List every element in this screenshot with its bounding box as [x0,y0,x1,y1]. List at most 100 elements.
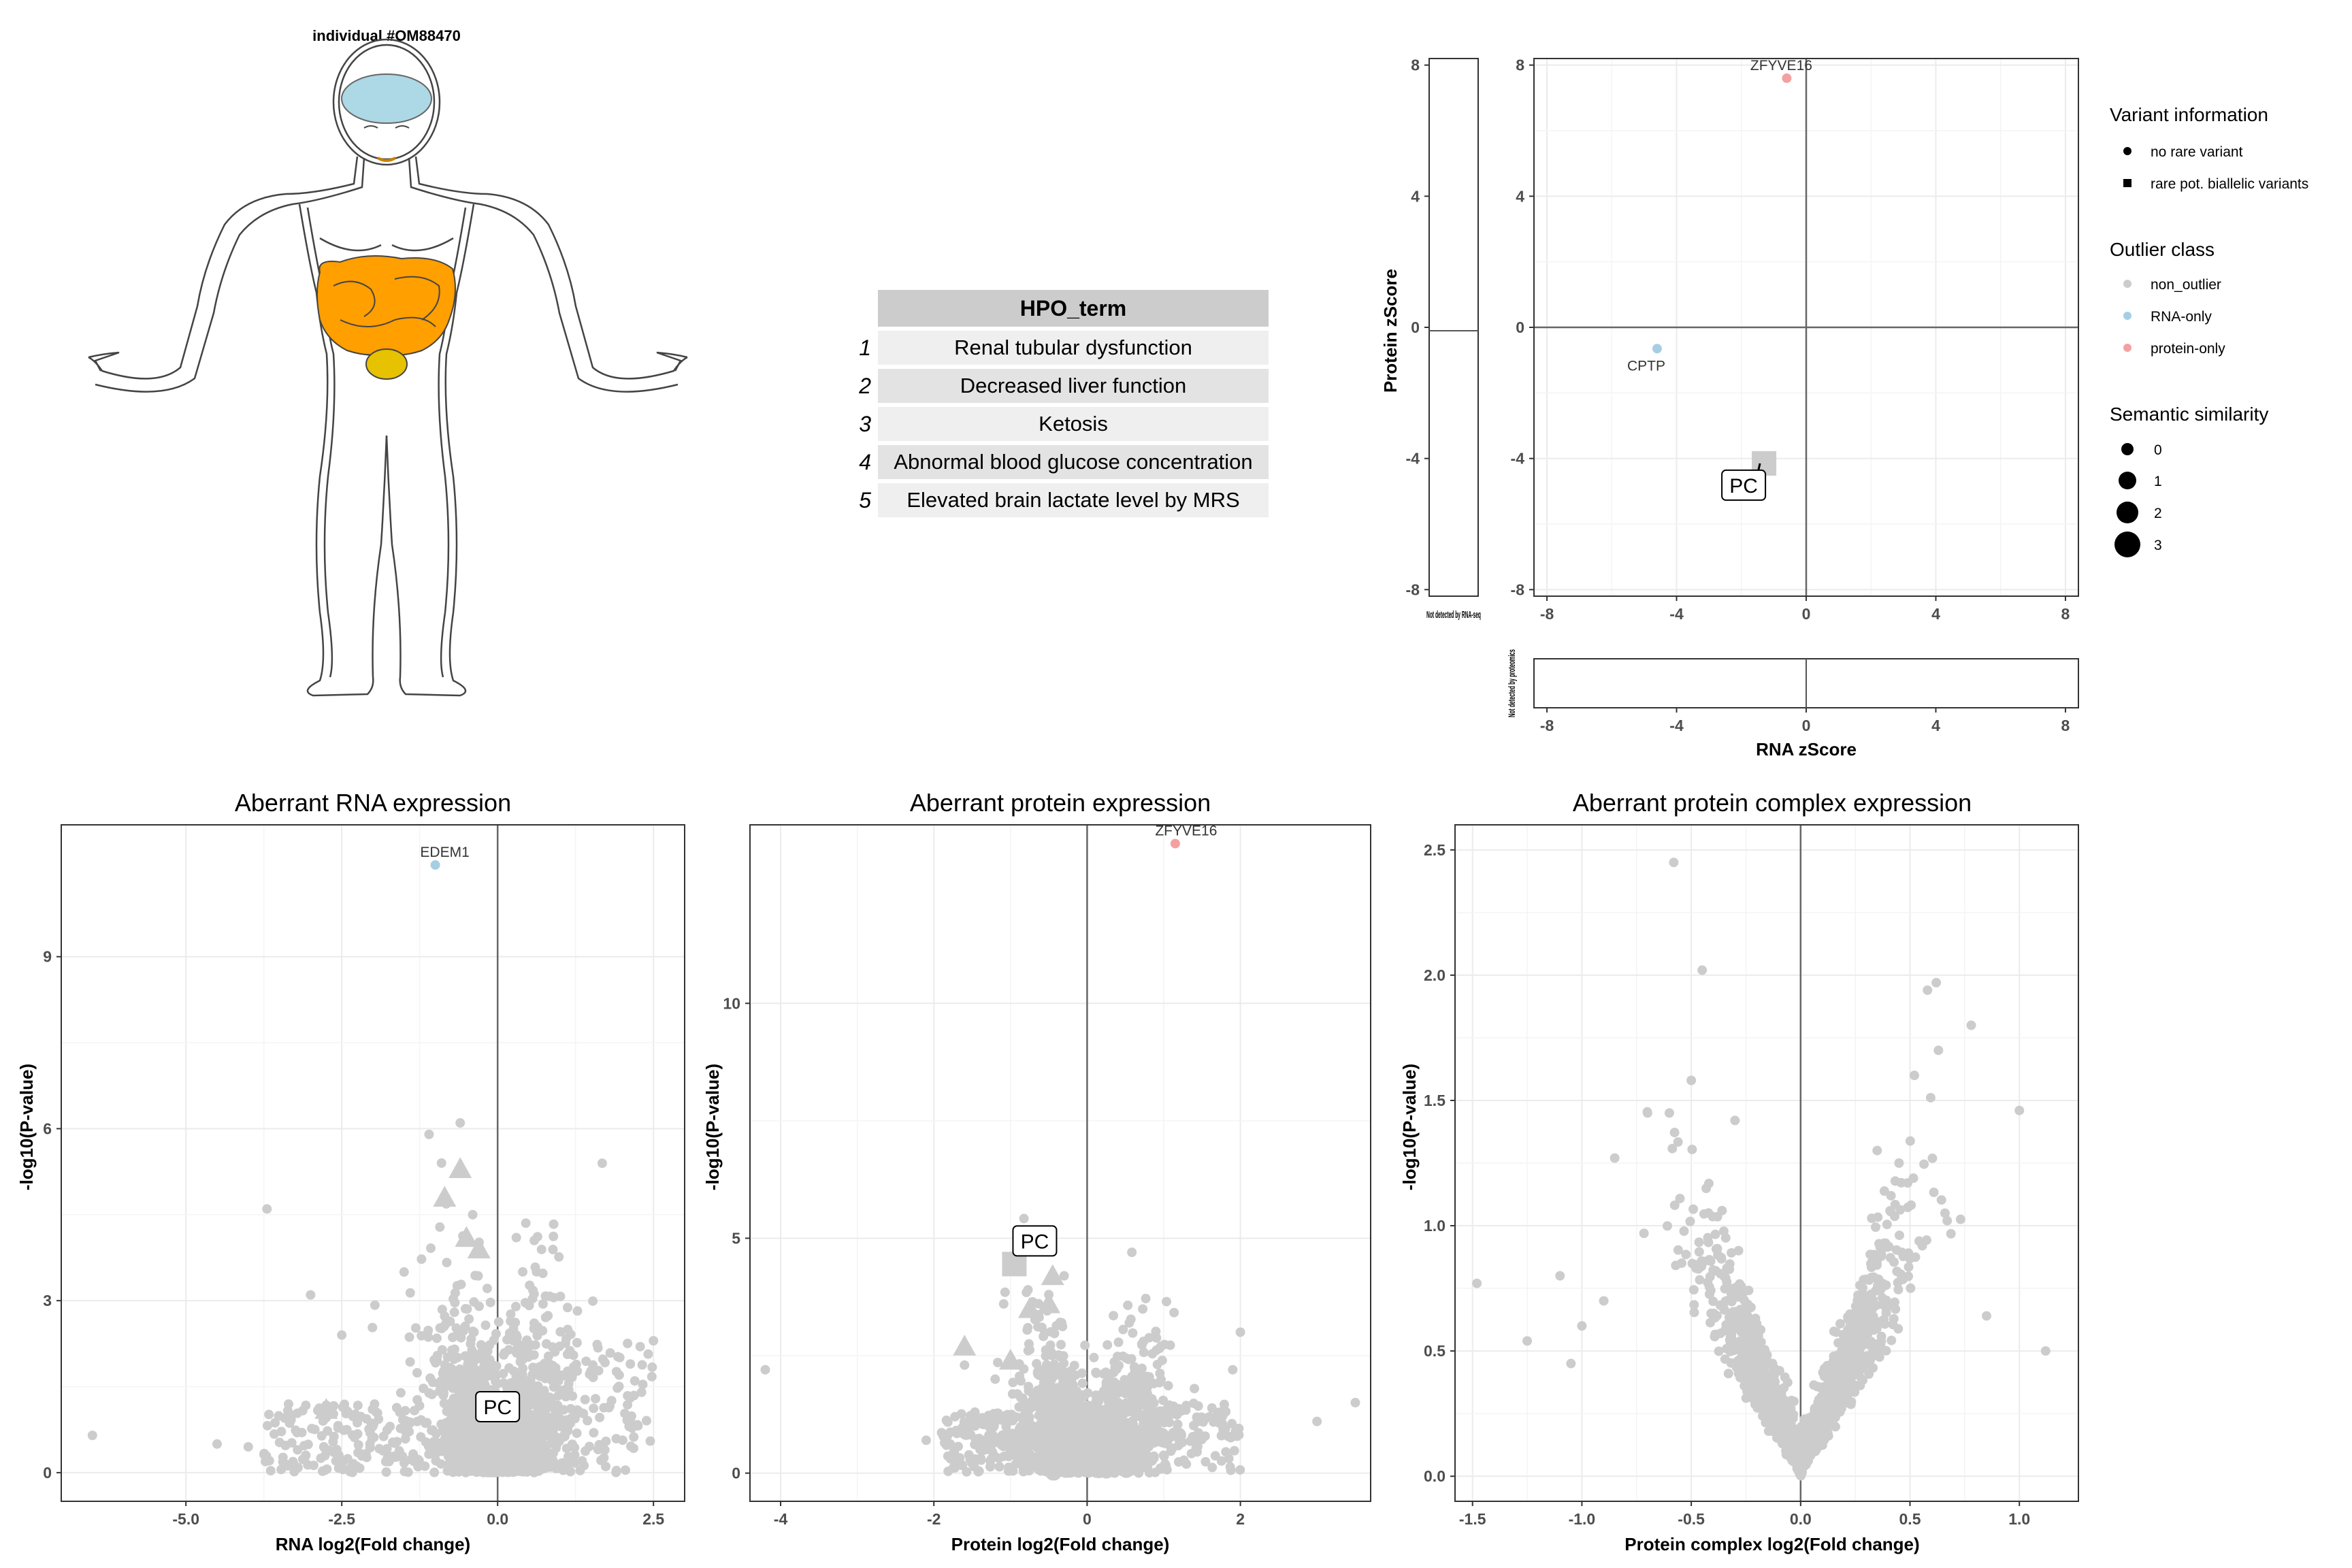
complex-point [1769,1423,1780,1433]
protein-point [1068,1438,1078,1448]
protein-point [1094,1426,1104,1437]
rna-point [614,1370,624,1380]
protein-point [1058,1448,1068,1458]
protein-point [1055,1410,1065,1420]
protein-point [1022,1418,1032,1428]
complex-point [1776,1388,1786,1399]
protein-point [1121,1437,1131,1448]
protein-x-tick-label: 0 [1083,1510,1092,1528]
rna-point [483,1399,493,1409]
rna-point [504,1403,514,1414]
rna-point [512,1381,523,1391]
rna-point [515,1434,525,1444]
protein-point [1078,1465,1088,1475]
rna-point [349,1433,359,1443]
rna-point [500,1459,510,1469]
complex-point [1803,1447,1814,1457]
protein-point [1100,1463,1110,1473]
rna-point [506,1465,517,1475]
complex-point [1836,1389,1846,1399]
rna-point [511,1232,521,1243]
rna-point [489,1443,500,1454]
protein-point [1121,1444,1137,1460]
rna-point [510,1432,520,1442]
complex-point [1788,1396,1799,1407]
rna-point [462,1429,472,1439]
complex-point [1760,1345,1770,1355]
rna-point [561,1334,572,1344]
rna-point [495,1414,506,1424]
rna-point [538,1394,549,1404]
rna-point [463,1359,473,1369]
protein-point [1099,1443,1109,1454]
protein-point [1090,1441,1100,1451]
protein-point [1078,1448,1088,1458]
rna-point [476,1425,487,1435]
protein-point [1118,1324,1128,1335]
rna-point [540,1442,550,1452]
protein-point [1094,1445,1104,1455]
protein-point [1053,1425,1063,1435]
rna-point [520,1460,530,1471]
complex-point [1854,1303,1864,1313]
protein-point [1138,1304,1148,1314]
rna-point [306,1290,316,1300]
protein-point [1098,1465,1109,1475]
rna-point [470,1428,480,1439]
protein-point [1058,1456,1068,1467]
protein-point [1225,1462,1235,1472]
protein-point [1085,1460,1095,1471]
rna-point [546,1394,556,1405]
protein-point [1097,1443,1113,1458]
rna-point [536,1387,546,1397]
rna-point [511,1433,521,1443]
protein-point [1070,1428,1080,1439]
protein-point [1119,1454,1129,1464]
rna-point [522,1431,532,1441]
rna-point [430,1450,440,1460]
protein-point [1088,1422,1104,1438]
protein-point [1134,1468,1144,1478]
protein-point [1041,1438,1051,1448]
rna-point [525,1441,536,1452]
legend-key-protein-only [2123,344,2132,352]
complex-point [1790,1453,1800,1463]
complex-point [1749,1380,1759,1390]
rna-point [515,1435,525,1445]
protein-point [1063,1425,1073,1435]
complex-point [1830,1358,1840,1368]
protein-point [1093,1449,1103,1459]
rna-point [467,1441,477,1451]
rna-point [370,1399,380,1409]
rna-point [508,1450,518,1460]
rna-point [289,1467,299,1477]
rna-point [476,1451,486,1461]
protein-point [1088,1448,1098,1458]
complex-point [1796,1460,1806,1471]
rna-point [459,1456,470,1467]
protein-point [1085,1444,1095,1454]
rna-point [519,1399,529,1409]
rna-point [365,1439,375,1449]
protein-point [1058,1426,1068,1437]
rna-point [612,1352,623,1362]
protein-point [1129,1442,1139,1452]
rna-point [521,1394,532,1405]
rna-point [510,1396,520,1407]
rna-point [480,1424,490,1434]
protein-point [967,1454,977,1464]
complex-point [1756,1371,1766,1382]
rna-point [548,1368,558,1378]
protein-point [1053,1430,1063,1440]
complex-point [1827,1363,1837,1373]
rna-point [529,1235,540,1245]
rna-point [472,1424,482,1435]
rna-point [611,1467,621,1477]
complex-point [1842,1390,1852,1400]
rna-point [479,1396,489,1406]
rna-point [525,1433,535,1443]
rna-point [495,1442,505,1452]
protein-point [1073,1460,1083,1470]
protein-point [1053,1414,1063,1424]
protein-point [1101,1460,1111,1471]
